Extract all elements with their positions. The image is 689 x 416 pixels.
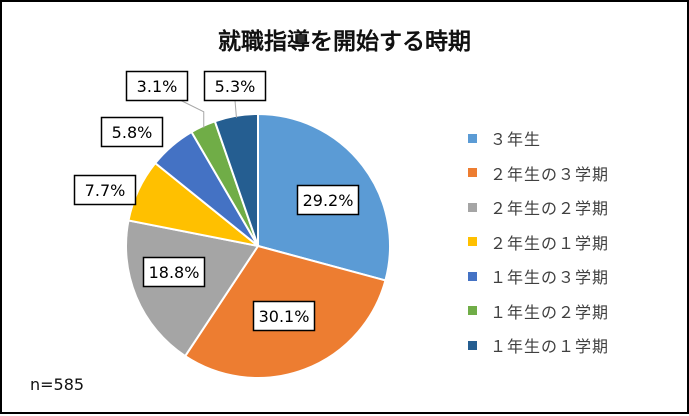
legend-swatch [468,340,477,350]
legend-item: ３年生 [468,121,609,156]
legend-item: １年生の２学期 [468,294,609,329]
data-label-box [252,300,316,332]
legend-swatch [468,168,477,178]
data-label: 18.8% [149,263,200,282]
legend-item: １年生の３学期 [468,259,609,294]
data-label: 7.7% [85,181,126,200]
legend-label: １年生の３学期 [490,268,610,288]
leader-line [180,100,205,128]
legend: ３年生 ２年生の３学期 ２年生の２学期 ２年生の１学期 １年生の３学期 １年生の… [468,121,609,363]
pie-slice [125,219,260,358]
legend-swatch [468,306,477,316]
data-label: 30.1% [259,307,310,326]
legend-swatch [468,133,477,143]
legend-item: １年生の１学期 [468,328,609,363]
sample-size-note: n=585 [30,375,85,394]
pie-slices [125,112,391,379]
data-label-box [142,256,206,288]
data-label: 5.8% [112,123,153,142]
data-label-box [203,70,267,102]
legend-swatch [468,237,477,247]
data-label: 5.3% [215,77,256,96]
data-label-box [125,70,189,102]
data-label: 29.2% [303,191,354,210]
legend-label: ２年生の２学期 [490,199,610,219]
legend-label: １年生の１学期 [490,337,610,357]
legend-swatch [468,202,477,212]
legend-label: １年生の２学期 [490,302,610,322]
legend-label: ３年生 [490,130,542,150]
legend-label: ２年生の１学期 [490,233,610,253]
leader-line [234,100,237,118]
legend-item: ２年生の２学期 [468,190,609,225]
legend-item: ２年生の１学期 [468,225,609,260]
data-label-box [73,174,137,206]
data-labels: 29.2% 30.1% 18.8% 7.7% 5.8% 3.1% 5.3% [73,70,360,332]
data-label: 3.1% [137,77,178,96]
data-label-box [100,116,164,148]
legend-swatch [468,271,477,281]
legend-label: ２年生の３学期 [490,164,610,184]
legend-item: ２年生の３学期 [468,156,609,191]
data-label-box [296,184,360,216]
chart-title: 就職指導を開始する時期 [218,29,471,55]
